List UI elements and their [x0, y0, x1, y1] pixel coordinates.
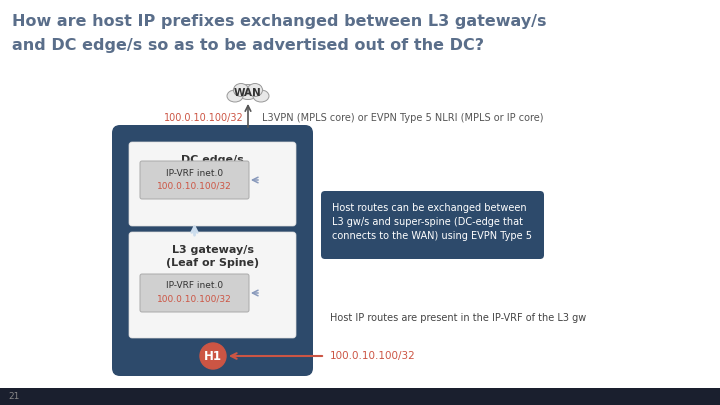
Text: 100.0.10.100/32: 100.0.10.100/32 — [330, 351, 415, 361]
Text: DC edge/s: DC edge/s — [181, 155, 244, 165]
Text: 100.0.10.100/32: 100.0.10.100/32 — [157, 181, 232, 190]
Text: H1: H1 — [204, 350, 222, 362]
FancyBboxPatch shape — [112, 125, 313, 376]
Bar — [0, 388, 720, 405]
Text: L3 gateway/s: L3 gateway/s — [171, 245, 253, 255]
Text: IP-VRF inet.0: IP-VRF inet.0 — [166, 168, 223, 177]
Text: L3VPN (MPLS core) or EVPN Type 5 NLRI (MPLS or IP core): L3VPN (MPLS core) or EVPN Type 5 NLRI (M… — [262, 113, 544, 123]
Text: 100.0.10.100/32: 100.0.10.100/32 — [157, 294, 232, 303]
Text: IP-VRF inet.0: IP-VRF inet.0 — [166, 281, 223, 290]
Text: 21: 21 — [8, 392, 19, 401]
Text: (Leaf or Spine): (Leaf or Spine) — [166, 258, 259, 268]
Text: How are host IP prefixes exchanged between L3 gateway/s: How are host IP prefixes exchanged betwe… — [12, 14, 546, 29]
Text: L3 gw/s and super-spine (DC-edge that: L3 gw/s and super-spine (DC-edge that — [332, 217, 523, 227]
FancyBboxPatch shape — [321, 191, 544, 259]
Text: connects to the WAN) using EVPN Type 5: connects to the WAN) using EVPN Type 5 — [332, 231, 532, 241]
Ellipse shape — [248, 83, 263, 96]
Text: WAN: WAN — [234, 88, 262, 98]
Text: Host IP routes are present in the IP-VRF of the L3 gw: Host IP routes are present in the IP-VRF… — [330, 313, 586, 323]
Text: 100.0.10.100/32: 100.0.10.100/32 — [164, 113, 244, 123]
Ellipse shape — [227, 90, 243, 102]
Text: and DC edge/s so as to be advertised out of the DC?: and DC edge/s so as to be advertised out… — [12, 38, 484, 53]
Circle shape — [200, 343, 226, 369]
FancyBboxPatch shape — [140, 274, 249, 312]
Text: Host routes can be exchanged between: Host routes can be exchanged between — [332, 203, 526, 213]
Ellipse shape — [253, 90, 269, 102]
Ellipse shape — [233, 83, 248, 96]
FancyBboxPatch shape — [140, 161, 249, 199]
FancyBboxPatch shape — [129, 232, 296, 338]
FancyBboxPatch shape — [129, 142, 296, 226]
Ellipse shape — [237, 85, 259, 100]
